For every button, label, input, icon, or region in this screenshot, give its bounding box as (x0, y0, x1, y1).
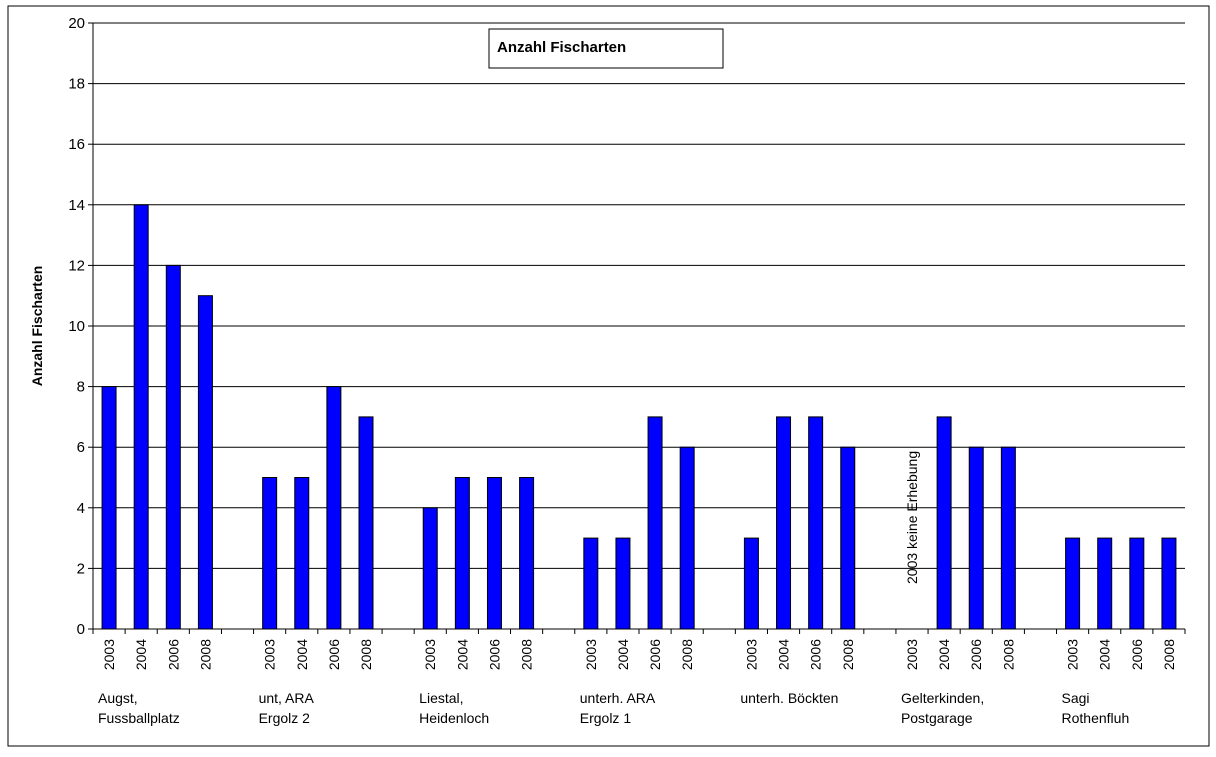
bar (1065, 537, 1081, 630)
bar (936, 416, 952, 630)
x-tick-label: 2008 (679, 639, 695, 670)
y-tick-label: 10 (68, 318, 85, 335)
group-label: Heidenloch (419, 710, 489, 726)
y-tick-label: 20 (68, 15, 85, 32)
group-label: Liestal, (419, 690, 463, 706)
x-tick-label: 2004 (294, 639, 310, 670)
y-tick-label: 0 (77, 621, 85, 638)
x-tick-label: 2004 (776, 639, 792, 670)
bar (294, 477, 310, 630)
bar (358, 416, 374, 630)
annotations: 2003 keine Erhebung (904, 451, 920, 584)
chart-title: Anzahl Fischarten (497, 39, 626, 56)
bar (101, 386, 117, 630)
x-tick-label: 2006 (1129, 639, 1145, 670)
group-label: Sagi (1062, 690, 1090, 706)
y-tick-label: 18 (68, 76, 85, 93)
bar (647, 416, 663, 630)
x-tick-label: 2008 (519, 639, 535, 670)
bar (776, 416, 792, 630)
x-tick-label: 2008 (197, 639, 213, 670)
group-label: Postgarage (901, 710, 973, 726)
y-tick-label: 2 (77, 560, 85, 577)
group-label: unterh. ARA (580, 690, 656, 706)
bar (1000, 446, 1016, 630)
chart-area-border (7, 5, 1210, 747)
group-label: unt, ARA (259, 690, 315, 706)
y-axis-label: Anzahl Fischarten (29, 266, 45, 387)
group-label: Augst, (98, 690, 138, 706)
bar (1129, 537, 1145, 630)
x-tick-label: 2004 (133, 639, 149, 670)
bar (422, 507, 438, 630)
y-tick-label: 6 (77, 439, 85, 456)
bar (262, 477, 278, 630)
x-tick-label: 2003 (743, 639, 759, 670)
x-tick-label: 2006 (968, 639, 984, 670)
group-label: unterh. Böckten (740, 690, 838, 706)
y-tick-label: 14 (68, 197, 85, 214)
bar (1161, 537, 1177, 630)
x-tick-label: 2004 (1097, 639, 1113, 670)
bar (1097, 537, 1113, 630)
x-tick-label: 2003 (101, 639, 117, 670)
bar (743, 537, 759, 630)
x-tick-label: 2006 (808, 639, 824, 670)
axes (88, 22, 1186, 634)
x-tick-label: 2003 (1065, 639, 1081, 670)
y-tick-labels: 0 2 4 6 8 10 12 14 16 18 20 (68, 15, 85, 638)
x-tick-label: 2008 (840, 639, 856, 670)
group-label: Ergolz 2 (259, 710, 311, 726)
group-label: Rothenfluh (1062, 710, 1130, 726)
group-label: Gelterkinden, (901, 690, 984, 706)
x-tick-label: 2003 (422, 639, 438, 670)
x-tick-label: 2006 (326, 639, 342, 670)
title-box: Anzahl Fischarten (488, 28, 724, 69)
bar (197, 295, 213, 630)
bar (165, 264, 181, 630)
x-tick-label: 2006 (486, 639, 502, 670)
title-box-border (488, 28, 724, 69)
bar (454, 477, 470, 630)
bar (615, 537, 631, 630)
y-tick-label: 8 (77, 379, 85, 396)
x-tick-label: 2004 (615, 639, 631, 670)
bars (101, 204, 1177, 630)
x-tick-labels: 2003 2004 2006 2008 2003 2004 2006 2008 2003 2004… (101, 639, 1177, 670)
bar (679, 446, 695, 630)
x-tick-label: 2003 (904, 639, 920, 670)
bar (486, 477, 502, 630)
x-tick-label: 2004 (936, 639, 952, 670)
bar (808, 416, 824, 630)
y-tick-label: 4 (77, 500, 85, 517)
x-tick-label: 2008 (358, 639, 374, 670)
y-tick-label: 16 (68, 136, 85, 153)
bar (519, 477, 535, 630)
bar (583, 537, 599, 630)
bar (133, 204, 149, 630)
group-label: Ergolz 1 (580, 710, 632, 726)
group-label: Fussballplatz (98, 710, 180, 726)
annotation-text: 2003 keine Erhebung (904, 451, 920, 584)
x-tick-label: 2006 (165, 639, 181, 670)
x-tick-label: 2003 (583, 639, 599, 670)
bar (840, 446, 856, 630)
x-tick-label: 2003 (262, 639, 278, 670)
bar (326, 386, 342, 630)
x-tick-label: 2004 (454, 639, 470, 670)
bar (968, 446, 984, 630)
x-tick-label: 2008 (1161, 639, 1177, 670)
group-labels: Augst, Fussballplatz unt, ARA Ergolz 2 Liest… (98, 690, 1129, 726)
y-tick-label: 12 (68, 257, 85, 274)
x-tick-label: 2008 (1000, 639, 1016, 670)
x-tick-label: 2006 (647, 639, 663, 670)
